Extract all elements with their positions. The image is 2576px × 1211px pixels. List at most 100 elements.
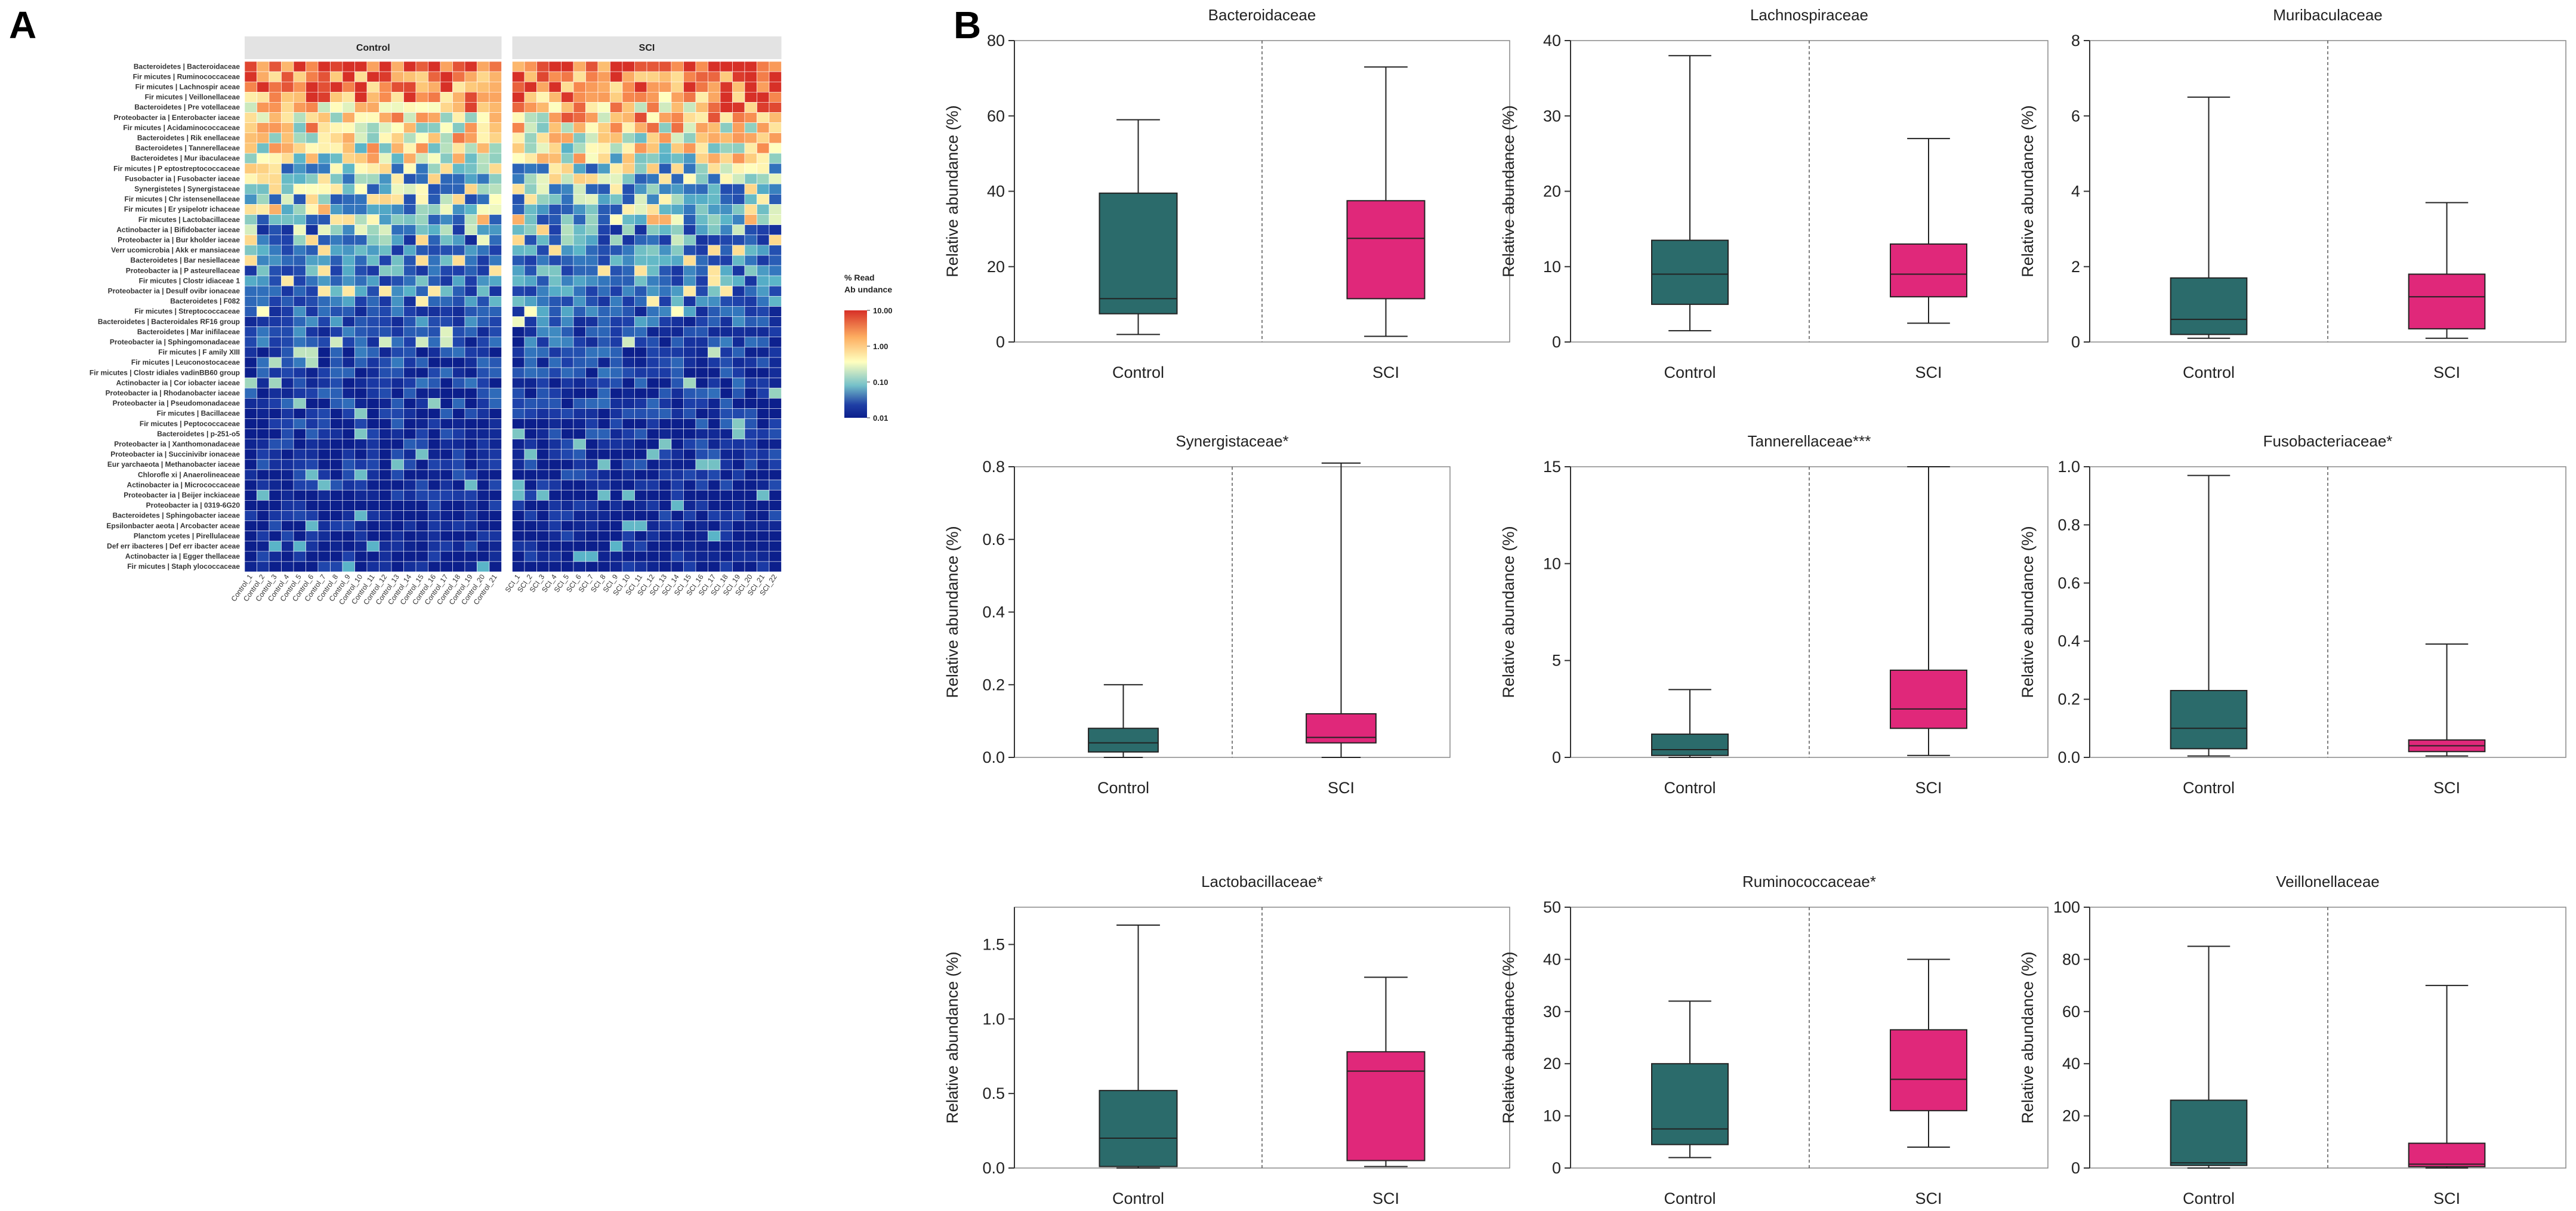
heatmap-cell — [683, 183, 696, 195]
heatmap-cell — [293, 459, 306, 470]
heatmap-cell — [536, 479, 550, 491]
heatmap-cell — [708, 275, 721, 286]
heatmap-cell — [269, 306, 282, 317]
heatmap-cell — [561, 255, 574, 266]
heatmap-cell — [440, 81, 453, 93]
heatmap-cell — [257, 489, 270, 501]
heatmap-cell — [306, 489, 319, 501]
heatmap-cell — [744, 102, 757, 113]
heatmap-cell — [391, 541, 404, 552]
heatmap-cell — [379, 449, 392, 460]
heatmap-row-label: Bacteroidetes | Sphingobacter iaceae — [113, 511, 240, 520]
heatmap-cell — [732, 255, 745, 266]
heatmap-cell — [293, 183, 306, 195]
heatmap-cell — [597, 510, 610, 521]
heatmap-cell — [536, 163, 550, 174]
heatmap-cell — [561, 531, 574, 541]
heatmap-cell — [244, 429, 257, 439]
heatmap-cell — [330, 193, 343, 205]
heatmap-cell — [573, 367, 586, 378]
heatmap-cell — [464, 561, 477, 572]
heatmap-cell — [536, 469, 550, 480]
heatmap-cell — [548, 479, 562, 491]
boxplot-chart: Fusobacteriaceae*0.00.20.40.60.81.0Relat… — [2019, 432, 2566, 797]
heatmap-cell — [244, 275, 257, 286]
heatmap-cell — [440, 541, 453, 552]
heatmap-cell — [391, 489, 404, 501]
heatmap-cell — [720, 153, 733, 164]
heatmap-cell — [769, 71, 782, 82]
heatmap-cell — [744, 449, 757, 460]
box-control — [2170, 689, 2248, 750]
heatmap-cell — [244, 285, 257, 297]
heatmap-cell — [379, 469, 392, 480]
heatmap-cell — [536, 541, 550, 552]
heatmap-cell — [489, 531, 502, 541]
heatmap-cell — [744, 143, 757, 154]
heatmap-cell — [354, 306, 368, 317]
heatmap-cell — [391, 71, 404, 82]
heatmap-cell — [269, 102, 282, 113]
heatmap-cell — [585, 214, 599, 225]
heatmap-cell — [708, 489, 721, 501]
heatmap-cell — [269, 61, 282, 72]
heatmap-cell — [512, 377, 525, 389]
heatmap-cell — [561, 377, 574, 389]
heatmap-cell — [524, 214, 537, 225]
heatmap-cell — [440, 387, 453, 399]
heatmap-cell — [452, 357, 465, 368]
heatmap-cell — [659, 337, 672, 348]
heatmap-cell — [561, 265, 574, 276]
heatmap-cell — [708, 163, 721, 174]
heatmap-cell — [573, 285, 586, 297]
heatmap-cell — [452, 326, 465, 337]
heatmap-cell — [683, 316, 696, 327]
heatmap-cell — [293, 143, 306, 154]
heatmap-cell — [281, 71, 294, 82]
heatmap-cell — [379, 245, 392, 256]
heatmap-cell — [524, 429, 537, 439]
heatmap-row-label: Bacteroidetes | Tannerellaceae — [135, 144, 240, 152]
heatmap-cell — [573, 520, 586, 531]
heatmap-cell — [477, 316, 490, 327]
heatmap-cell — [428, 408, 441, 419]
heatmap-cell — [269, 449, 282, 460]
heatmap-cell — [769, 153, 782, 164]
heatmap-cell — [244, 387, 257, 399]
heatmap-cell — [342, 163, 355, 174]
heatmap-cell — [597, 255, 610, 266]
heatmap-cell — [440, 285, 453, 297]
heatmap-cell — [769, 418, 782, 429]
heatmap-cell — [695, 275, 708, 286]
heatmap-cell — [452, 439, 465, 450]
heatmap-cell — [257, 143, 270, 154]
heatmap-cell — [415, 132, 428, 144]
heatmap-cell — [403, 235, 417, 246]
heatmap-cell — [452, 193, 465, 205]
heatmap-cell — [634, 551, 647, 562]
heatmap-cell — [342, 132, 355, 144]
heatmap-cell — [464, 245, 477, 256]
heatmap-cell — [732, 347, 745, 358]
heatmap-cell — [573, 387, 586, 399]
heatmap-cell — [379, 306, 392, 317]
y-tick-label: 0.0 — [2057, 748, 2080, 766]
heatmap-cell — [391, 265, 404, 276]
heatmap-cell — [489, 439, 502, 450]
heatmap-cell — [391, 408, 404, 419]
heatmap-cell — [293, 112, 306, 123]
y-tick-label: 20 — [987, 258, 1005, 276]
heatmap-cell — [403, 193, 417, 205]
heatmap-cell — [257, 245, 270, 256]
heatmap-cell — [354, 367, 368, 378]
heatmap-cell — [489, 81, 502, 93]
heatmap-cell — [477, 163, 490, 174]
heatmap-cell — [769, 92, 782, 103]
heatmap-cell — [512, 275, 525, 286]
heatmap-cell — [293, 551, 306, 562]
heatmap-cell — [720, 163, 733, 174]
heatmap-cell — [464, 61, 477, 72]
heatmap-cell — [769, 347, 782, 358]
heatmap-cell — [354, 347, 368, 358]
